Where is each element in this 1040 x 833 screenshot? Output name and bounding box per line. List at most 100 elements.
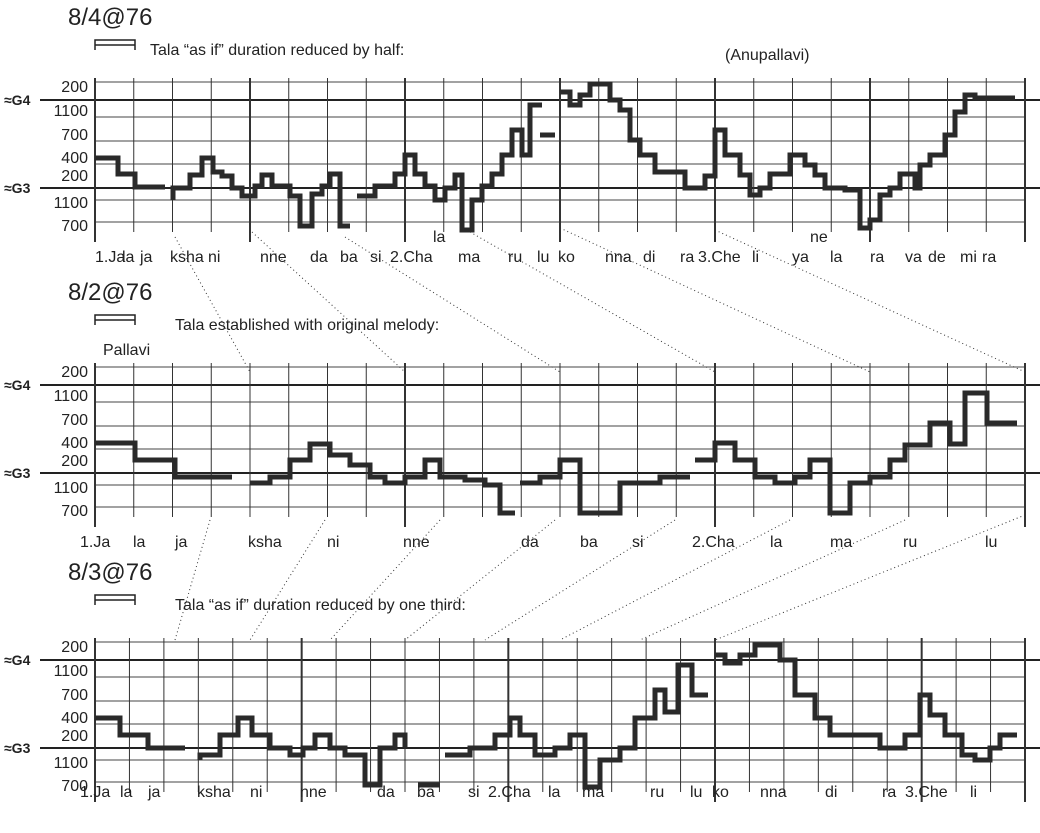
y-label: 400 [61,435,88,452]
link [484,519,676,641]
pitch-contour [95,155,165,190]
pitch-contour [445,662,708,790]
y-label: 1100 [54,195,89,212]
syllable: 2.Cha [692,534,735,551]
link [639,519,906,641]
tala-bracket [94,594,136,605]
tala-bracket [94,314,136,325]
syllable: ko [558,249,575,266]
syllable: ma [830,534,852,551]
section-label: (Anupallavi) [725,47,809,64]
syllable: da [310,249,328,266]
panel-grid [40,314,1040,527]
syllable: 3.Che [698,249,741,266]
syllable: la [133,534,146,551]
syllable: ra [882,784,896,801]
syllable: la [830,249,843,266]
pitch-contour [357,102,542,233]
tala-bracket [94,39,136,50]
y-label: 700 [61,778,88,795]
syllable: ma [458,249,480,266]
panel-title: 8/3@76 [68,559,152,586]
panel-grid [40,594,1040,802]
y-label: 700 [61,687,88,704]
syllable: mi [960,249,977,266]
y-label: 700 [61,218,88,235]
syllable: di [825,784,837,801]
syllable: ba [340,249,358,266]
link [714,514,1026,641]
labels: 8/4@76 Tala “as if” duration reduced by h… [4,4,997,801]
pitch-label: ≈G4 [4,377,31,393]
y-label: 700 [61,127,88,144]
pitch-contour [560,81,1015,231]
pitch-label: ≈G3 [4,740,31,756]
syllable: ya [792,249,809,266]
syllable: ksha [248,534,282,551]
panel-note: Tala “as if” duration reduced by one thi… [175,597,466,614]
syllable: de [928,249,946,266]
y-label: 200 [61,728,88,745]
y-label: 1100 [54,103,89,120]
pitch-contour [197,715,408,788]
syllable: la [433,229,446,246]
syllable: lu [985,534,997,551]
link [174,519,211,641]
link [714,229,1026,373]
pitch-label: ≈G4 [4,652,31,668]
link [404,519,556,641]
syllable: ra [680,249,694,266]
syllable: li [752,249,759,266]
syllable: ru [650,784,664,801]
syllable: nna [760,784,787,801]
pitch-contour [520,457,690,516]
syllable: ja [147,784,161,801]
syllable: ru [508,249,522,266]
syllable: la [770,534,783,551]
y-label: 200 [61,364,88,381]
pitch-label: ≈G3 [4,465,31,481]
syllable: di [643,249,655,266]
pitch-contour [695,390,1017,516]
syllable: la [548,784,561,801]
syllable: ma [582,784,604,801]
pitch-label: ≈G4 [4,92,31,108]
link [559,227,871,373]
syllable: 2.Cha [488,784,531,801]
syllable: ba [417,784,435,801]
y-label: 400 [61,150,88,167]
syllable: 1.Ja [80,784,110,801]
panel-grid [40,39,1040,242]
syllable: la [122,249,135,266]
y-label: 200 [61,79,88,96]
syllable: si [468,784,480,801]
syllable: ba [580,534,598,551]
syllable: lu [690,784,702,801]
grids [40,39,1040,802]
syllable: ksha [197,784,231,801]
syllable: si [632,534,644,551]
syllable: la [120,784,133,801]
pitch-contour [715,642,1017,763]
syllable: va [905,249,922,266]
pitch-contour [95,715,185,751]
section-label: Pallavi [103,342,150,359]
syllable: da [521,534,539,551]
syllable: ra [870,249,884,266]
y-label: 1100 [54,388,89,405]
syllable: 3.Che [905,784,948,801]
syllable: nne [260,249,287,266]
y-label: 1100 [54,755,89,772]
syllable: 1.Ja [80,534,110,551]
syllable: nne [403,534,430,551]
link [174,236,251,373]
syllable: li [970,784,977,801]
syllable: ni [208,249,220,266]
y-label: 200 [61,639,88,656]
y-label: 200 [61,168,88,185]
syllable: nna [605,249,632,266]
panel-note: Tala established with original melody: [175,317,439,334]
pitch-contour [95,440,232,480]
syllable: si [370,249,382,266]
